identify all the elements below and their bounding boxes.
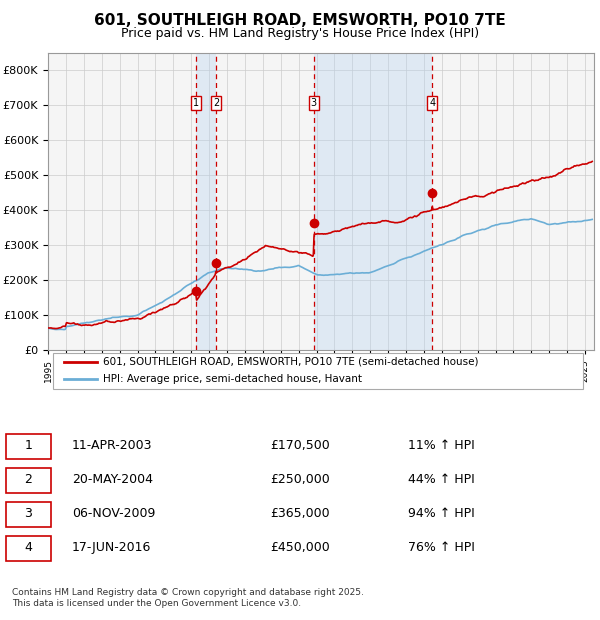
Text: 1: 1 (193, 99, 199, 108)
Text: 4: 4 (429, 99, 435, 108)
Text: £450,000: £450,000 (270, 541, 330, 554)
Text: 2: 2 (24, 473, 32, 486)
FancyBboxPatch shape (6, 468, 51, 493)
Text: 06-NOV-2009: 06-NOV-2009 (72, 507, 155, 520)
Text: 4: 4 (24, 541, 32, 554)
Text: 20-MAY-2004: 20-MAY-2004 (72, 473, 153, 486)
Text: 76% ↑ HPI: 76% ↑ HPI (408, 541, 475, 554)
Text: Price paid vs. HM Land Registry's House Price Index (HPI): Price paid vs. HM Land Registry's House … (121, 27, 479, 40)
Text: 44% ↑ HPI: 44% ↑ HPI (408, 473, 475, 486)
Text: 1: 1 (24, 439, 32, 452)
Text: 601, SOUTHLEIGH ROAD, EMSWORTH, PO10 7TE: 601, SOUTHLEIGH ROAD, EMSWORTH, PO10 7TE (94, 13, 506, 28)
FancyBboxPatch shape (6, 434, 51, 459)
Text: £250,000: £250,000 (270, 473, 330, 486)
FancyBboxPatch shape (6, 536, 51, 561)
FancyBboxPatch shape (6, 502, 51, 527)
Text: 2: 2 (213, 99, 219, 108)
Bar (196, 53, 216, 350)
Text: 11-APR-2003: 11-APR-2003 (72, 439, 152, 452)
Text: 601, SOUTHLEIGH ROAD, EMSWORTH, PO10 7TE (semi-detached house): 601, SOUTHLEIGH ROAD, EMSWORTH, PO10 7TE… (103, 356, 478, 366)
Text: 3: 3 (311, 99, 317, 108)
Text: HPI: Average price, semi-detached house, Havant: HPI: Average price, semi-detached house,… (103, 374, 362, 384)
Text: 3: 3 (24, 507, 32, 520)
FancyBboxPatch shape (53, 353, 583, 389)
Text: 94% ↑ HPI: 94% ↑ HPI (408, 507, 475, 520)
Bar (314, 53, 432, 350)
Text: £365,000: £365,000 (270, 507, 329, 520)
Text: 17-JUN-2016: 17-JUN-2016 (72, 541, 151, 554)
Text: 11% ↑ HPI: 11% ↑ HPI (408, 439, 475, 452)
Text: £170,500: £170,500 (270, 439, 330, 452)
Text: Contains HM Land Registry data © Crown copyright and database right 2025.
This d: Contains HM Land Registry data © Crown c… (12, 588, 364, 608)
